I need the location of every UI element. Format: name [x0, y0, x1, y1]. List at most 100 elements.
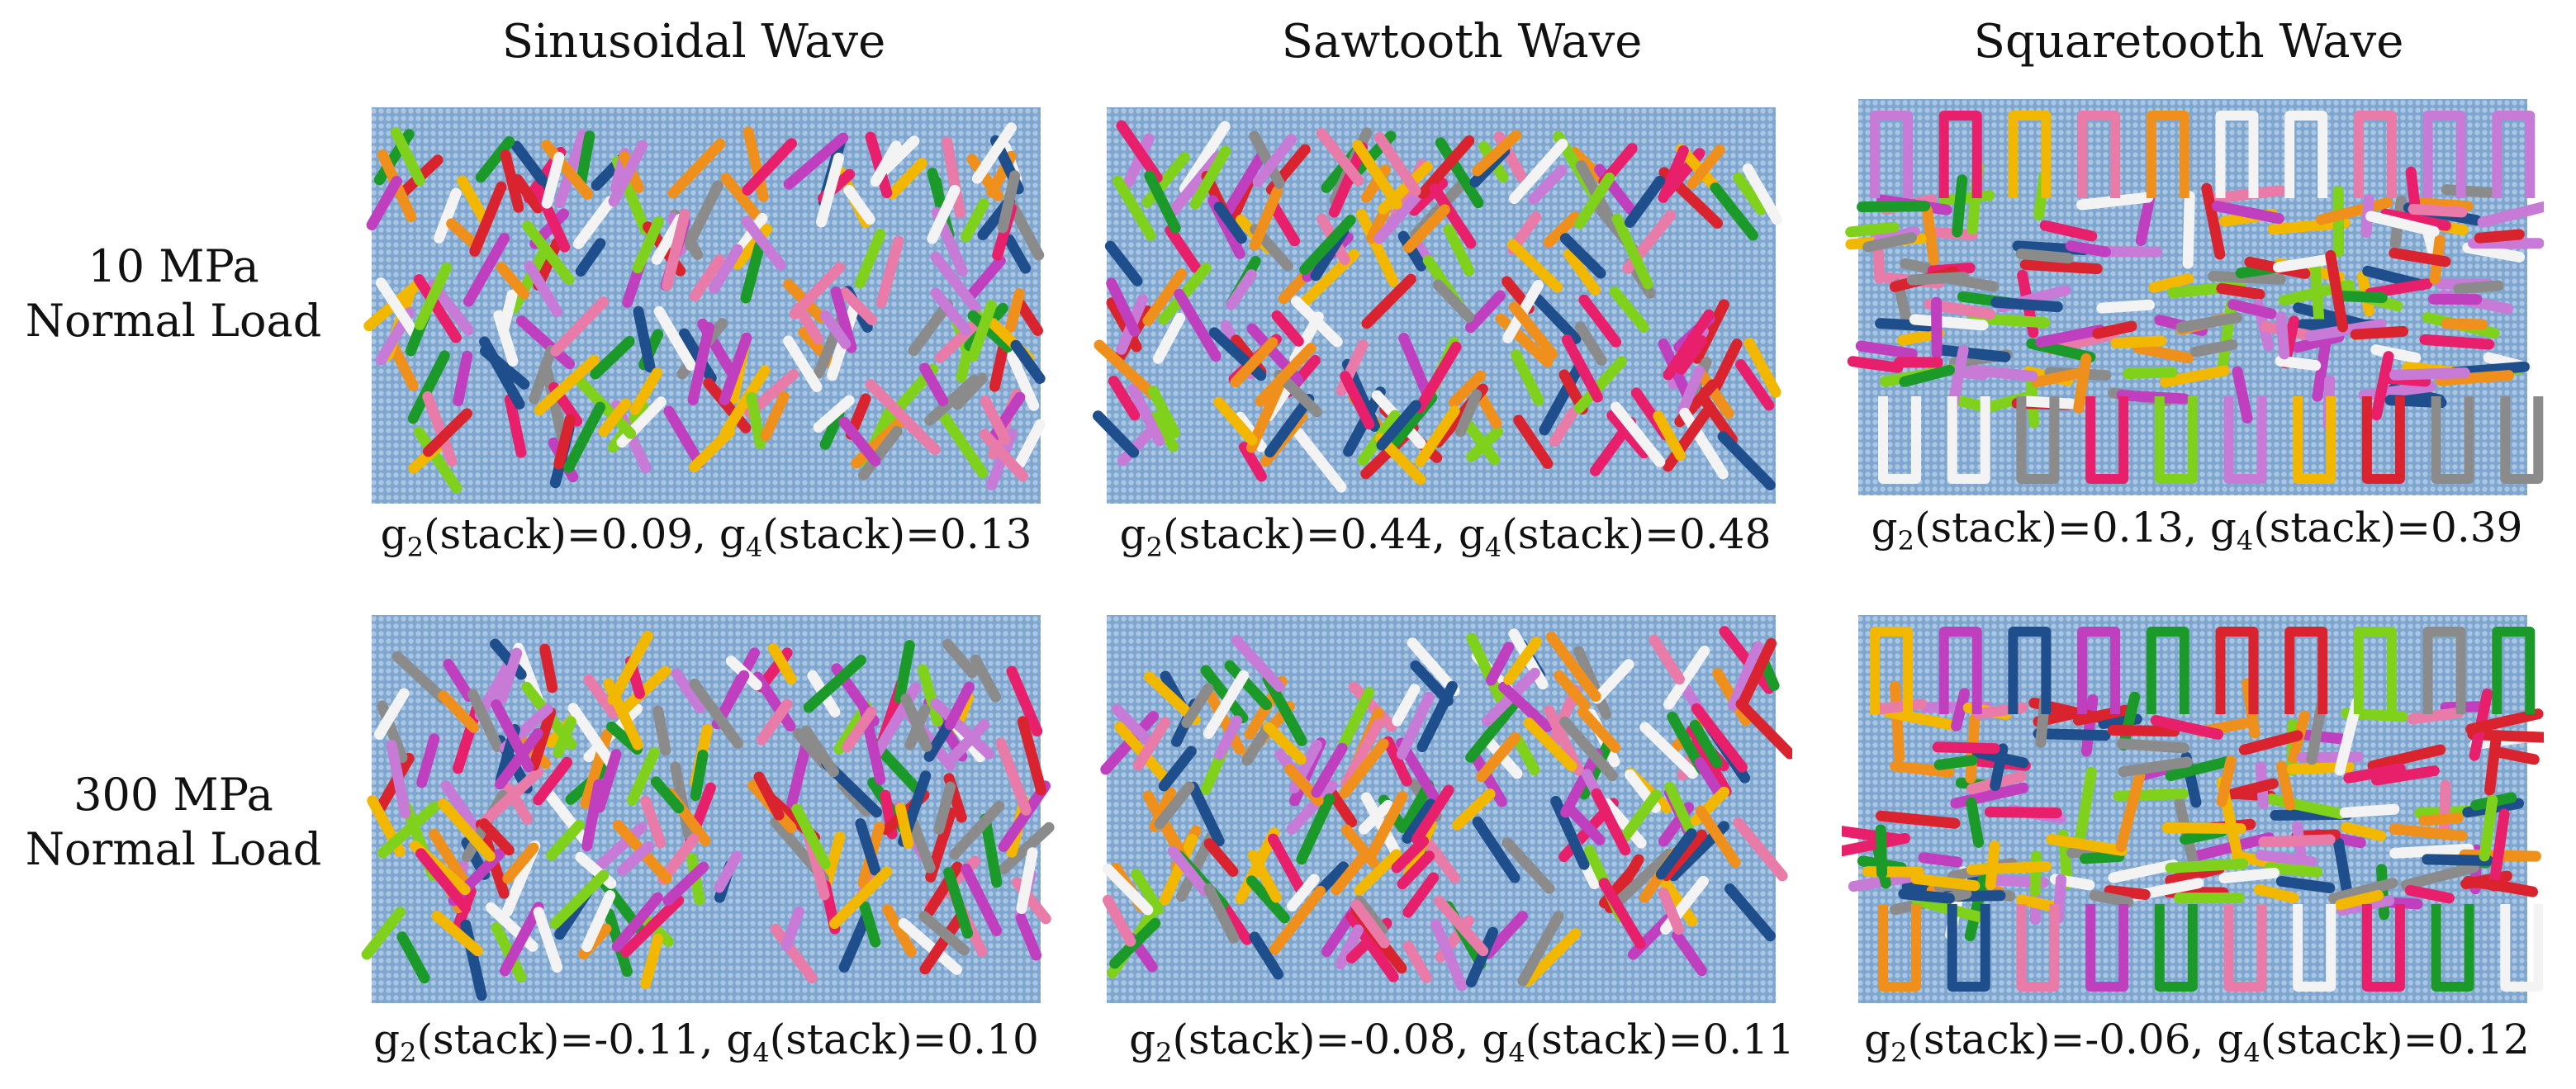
- polymer-chain: [1709, 339, 1743, 395]
- polymer-chain: [2414, 197, 2474, 212]
- polymer-chain: [783, 132, 849, 190]
- panel-sinusoidal-10mpa: [355, 107, 1057, 504]
- column-title-sinusoidal: Sinusoidal Wave: [501, 15, 886, 69]
- polymer-chain: [2370, 344, 2422, 363]
- polymer-chain: [1947, 396, 1990, 484]
- polymer-chain: [1664, 781, 1695, 833]
- polymer-chain: [2453, 280, 2504, 295]
- polymer-chain: [1396, 692, 1435, 760]
- polymer-chain: [1092, 410, 1140, 458]
- polymer-chain: [1224, 660, 1272, 711]
- polymer-chain: [1328, 142, 1369, 218]
- polymer-chain: [1691, 703, 1748, 773]
- polymer-chain: [2339, 803, 2400, 818]
- polymer-chain: [1653, 410, 1686, 462]
- polymer-chain: [1498, 681, 1553, 733]
- polymer-chain: [908, 299, 953, 357]
- polymer-chain: [1245, 875, 1290, 924]
- polymer-chain: [971, 122, 1017, 184]
- polymer-chain: [2165, 756, 2232, 782]
- polymer-chain: [2275, 310, 2290, 360]
- polymer-chain: [500, 149, 524, 213]
- polymer-chain: [1549, 407, 1578, 447]
- polymer-chain: [1592, 659, 1634, 704]
- polymer-chain: [2033, 728, 2111, 741]
- polymer-chain: [2483, 735, 2502, 796]
- polymer-chain: [2008, 111, 2052, 198]
- polymer-chain: [1727, 641, 1764, 711]
- polymer-chain: [1951, 688, 1971, 732]
- polymer-chain: [2343, 763, 2406, 784]
- polymer-chain: [626, 746, 660, 807]
- polymer-chain: [1686, 144, 1725, 190]
- polymer-chain: [567, 703, 617, 770]
- polymer-chain: [2358, 381, 2436, 401]
- polymer-chain: [1563, 249, 1601, 296]
- polymer-chain: [2265, 793, 2346, 820]
- polymer-chain: [714, 850, 742, 893]
- polymer-chain: [2215, 627, 2259, 714]
- polymer-chain: [583, 674, 619, 719]
- polymer-chain: [1226, 269, 1257, 310]
- polymer-chain: [2079, 850, 2125, 864]
- polymer-chain: [1252, 134, 1297, 187]
- polymer-chain: [2272, 253, 2336, 273]
- polymer-chain: [2389, 248, 2451, 268]
- polymer-chain: [1331, 849, 1371, 896]
- polymer-chain: [2021, 395, 2076, 410]
- polymer-chain: [361, 907, 406, 960]
- polymer-chain: [1878, 396, 1921, 484]
- polymer-chain: [653, 305, 697, 372]
- polymer-chain: [1543, 211, 1581, 249]
- polymer-chain: [1241, 721, 1274, 766]
- polymer-chain: [1402, 940, 1432, 983]
- polymer-chain: [1291, 296, 1343, 348]
- polymer-chain: [1402, 204, 1450, 253]
- g4-value: 0.10: [946, 1016, 1039, 1063]
- polymer-chain: [1508, 138, 1568, 205]
- polymer-chain: [603, 678, 643, 750]
- polymer-chain: [1465, 926, 1499, 988]
- polymer-chain: [522, 220, 575, 286]
- polymer-chain: [541, 152, 565, 209]
- polymer-chain: [467, 689, 503, 752]
- polymer-chain: [1845, 221, 1900, 238]
- polymer-chain: [1340, 371, 1375, 430]
- polymer-chain: [1938, 111, 1982, 198]
- polymer-chain: [534, 354, 600, 416]
- polymer-chain: [819, 310, 852, 349]
- polymer-chain: [1213, 396, 1258, 446]
- polymer-chain: [1577, 706, 1621, 753]
- polymer-chain: [2353, 627, 2397, 714]
- polymer-chain: [1522, 928, 1582, 987]
- polymer-chain: [1354, 849, 1402, 896]
- polymer-chain: [533, 756, 573, 806]
- polymer-chain: [386, 739, 411, 819]
- polymer-chain: [1263, 722, 1307, 765]
- polymer-chain: [629, 367, 663, 415]
- polymer-chain: [1188, 781, 1225, 847]
- polymer-chain: [2465, 708, 2544, 735]
- polymer-chain: [1383, 736, 1412, 787]
- polymer-chain: [1574, 321, 1607, 367]
- polymer-chain: [2422, 627, 2466, 714]
- polymer-chain: [1598, 878, 1646, 949]
- polymer-chain: [2306, 700, 2327, 765]
- row-label-line1: 300 MPa: [74, 769, 273, 821]
- polymer-chain: [800, 725, 839, 778]
- polymer-chain: [563, 401, 606, 473]
- g4-value: 0.13: [940, 510, 1032, 558]
- polymer-chain: [2115, 769, 2146, 853]
- polymer-chain: [2216, 755, 2237, 807]
- polymer-chain: [463, 232, 510, 307]
- polymer-chain: [1296, 793, 1335, 865]
- polymer-chain: [1340, 717, 1384, 789]
- polymer-chain: [576, 376, 637, 439]
- row-label-10mpa: 10 MPa Normal Load: [0, 239, 347, 348]
- polymer-chain: [1964, 864, 1991, 942]
- polymer-chain: [1695, 805, 1741, 869]
- polymer-chain: [2441, 184, 2495, 198]
- polymer-chain: [854, 229, 886, 289]
- polymer-chain: [1376, 400, 1421, 451]
- polymer-chain: [1159, 833, 1198, 906]
